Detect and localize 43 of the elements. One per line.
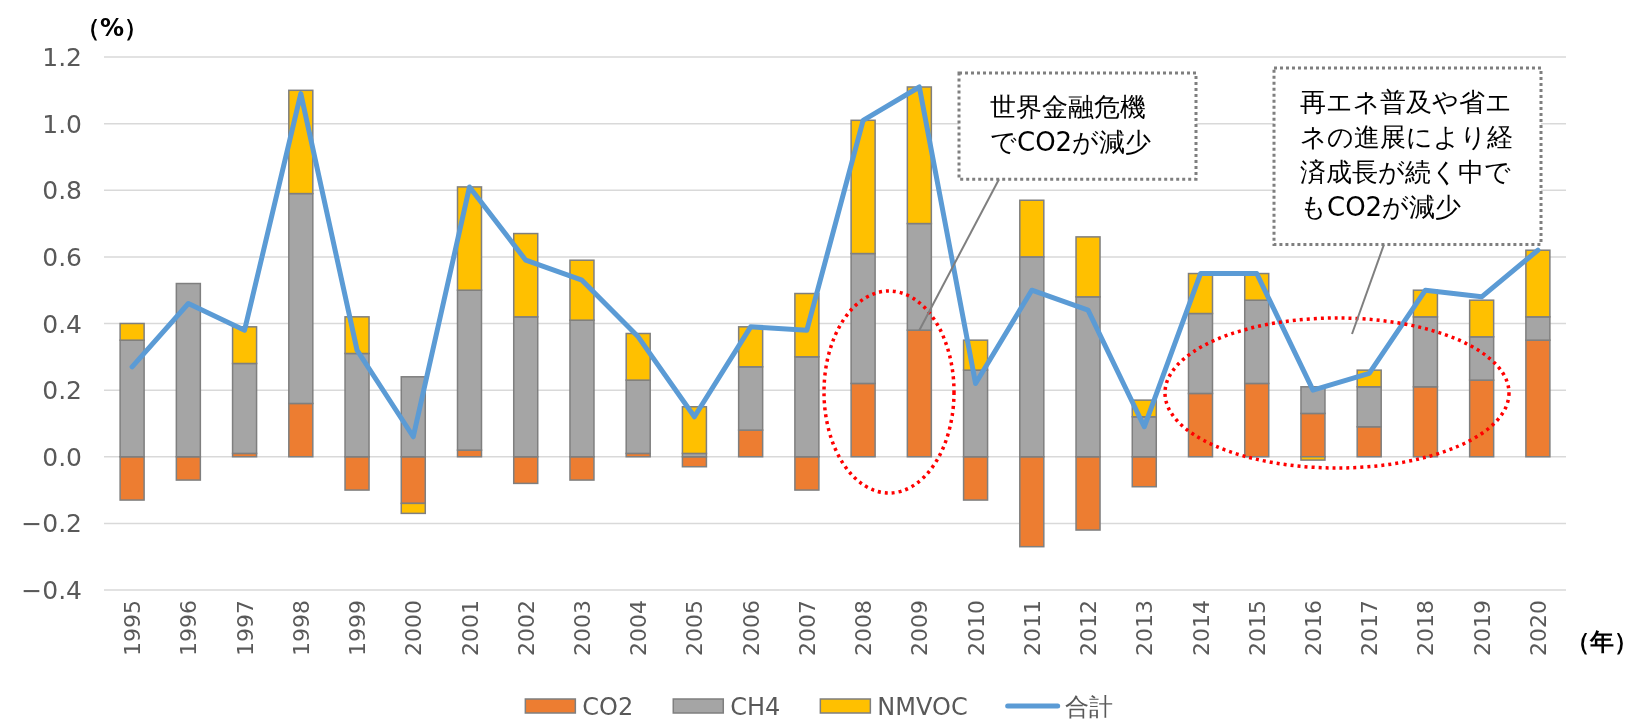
x-tick-label: 2019 — [1469, 600, 1495, 656]
x-tick-label: 1998 — [288, 600, 314, 656]
x-tick-label: 2002 — [513, 600, 539, 656]
x-tick-label: 2016 — [1300, 600, 1326, 656]
x-tick-label: 2004 — [626, 600, 652, 656]
x-tick-label: 1999 — [345, 600, 371, 656]
x-tick-label: 2013 — [1132, 600, 1158, 656]
legend-label: NMVOC — [877, 693, 968, 721]
x-tick-label: 2003 — [569, 600, 595, 656]
annotation: 世界金融危機でCO2が減少 — [990, 91, 1152, 157]
x-tick-label: 2000 — [401, 600, 427, 656]
y-tick-label: 0.2 — [42, 376, 82, 406]
legend-label: CH4 — [730, 693, 781, 721]
y-tick-label: 0.8 — [42, 176, 82, 206]
x-tick-label: 2020 — [1525, 600, 1551, 656]
x-tick-label: 2014 — [1188, 600, 1214, 656]
x-axis-title: （年） — [1566, 628, 1638, 656]
x-tick-label: 1995 — [120, 600, 146, 656]
x-tick-label: 2001 — [457, 600, 483, 656]
x-tick-label: 2018 — [1413, 600, 1439, 656]
x-tick-label: 2009 — [907, 600, 933, 656]
legend-label: CO2 — [582, 693, 634, 721]
x-tick-label: 2011 — [1019, 600, 1045, 656]
x-tick-label: 1996 — [176, 600, 202, 656]
y-axis-title: （%） — [75, 14, 149, 42]
x-tick-label: 2007 — [794, 600, 820, 656]
y-tick-label: 1.2 — [42, 43, 82, 72]
x-tick-label: 2017 — [1357, 600, 1383, 656]
y-tick-label: 0.4 — [42, 309, 82, 339]
x-tick-label: 2008 — [851, 600, 877, 656]
y-tick-label: 0.6 — [42, 242, 82, 272]
x-tick-label: 2010 — [963, 600, 989, 656]
x-tick-label: 1997 — [232, 600, 258, 656]
y-tick-label: −0.2 — [21, 509, 82, 539]
y-tick-label: 0.0 — [42, 442, 82, 472]
y-tick-label: 1.0 — [42, 109, 82, 139]
x-tick-label: 2005 — [682, 600, 708, 656]
annotation: 再エネ普及や省エネの進展により経済成長が続く中でもCO2が減少 — [1300, 86, 1513, 222]
x-tick-label: 2012 — [1076, 600, 1102, 656]
x-tick-label: 2006 — [738, 600, 764, 656]
y-tick-label: −0.4 — [21, 576, 82, 605]
legend-label: 合計 — [1064, 693, 1113, 721]
x-tick-label: 2015 — [1244, 600, 1270, 656]
